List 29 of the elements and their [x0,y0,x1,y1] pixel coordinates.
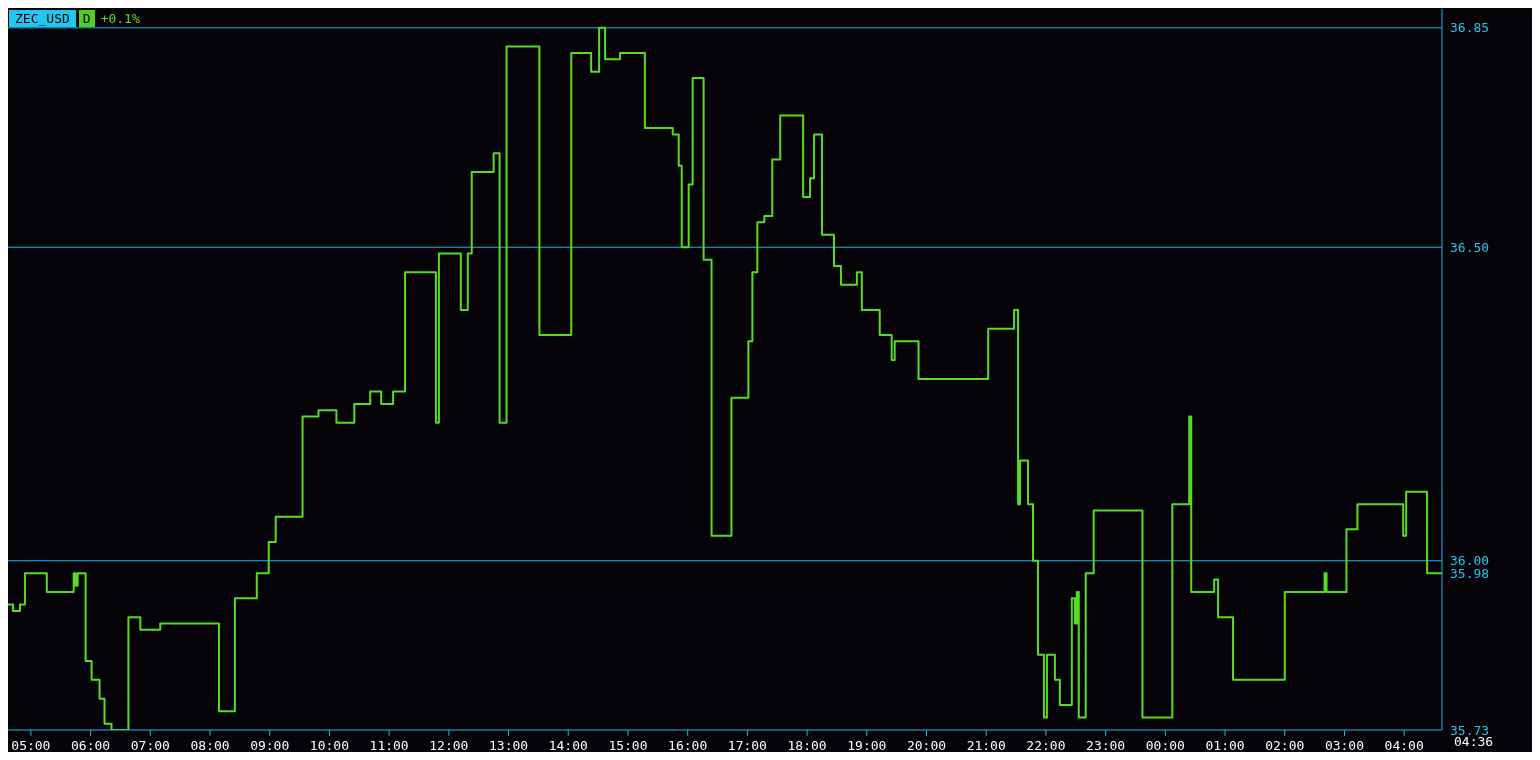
x-tick-label: 06:00 [71,738,111,753]
x-tick-label: 14:00 [548,738,588,753]
x-tick-label: 07:00 [130,738,170,753]
x-tick-label: 16:00 [668,738,708,753]
y-tick-label: 36.50 [1450,239,1490,255]
x-tick-label: 13:00 [488,738,529,753]
chart-title: ZEC_USD [9,9,76,27]
x-tick-label: 17:00 [727,738,767,753]
x-tick-label: 03:00 [1324,738,1365,753]
x-tick-label: 04:00 [1384,738,1424,753]
x-tick-label: 12:00 [429,738,469,753]
x-tick-label: 21:00 [966,738,1006,753]
x-tick-label: 00:00 [1145,738,1185,753]
x-tick-label: 15:00 [608,738,648,753]
x-tick-label: 11:00 [369,738,409,753]
x-tick-label: 01:00 [1205,738,1245,753]
x-tick-label: 18:00 [787,738,827,753]
annotation: D [78,9,95,27]
x-tick-label: 19:00 [847,738,887,753]
y-tick-label: 36.85 [1450,20,1490,36]
x-tick-label: 09:00 [250,738,290,753]
annotation: +0.1% [100,10,140,26]
x-tick-label: 23:00 [1086,738,1126,753]
x-tick-label: 22:00 [1026,738,1066,753]
x-tick-label: 02:00 [1265,738,1305,753]
x-tick-label: 10:00 [309,738,349,753]
x-tick-label: 05:00 [11,738,51,753]
x-tick-label: 20:00 [906,738,947,753]
x-tick-label: 08:00 [190,738,230,753]
